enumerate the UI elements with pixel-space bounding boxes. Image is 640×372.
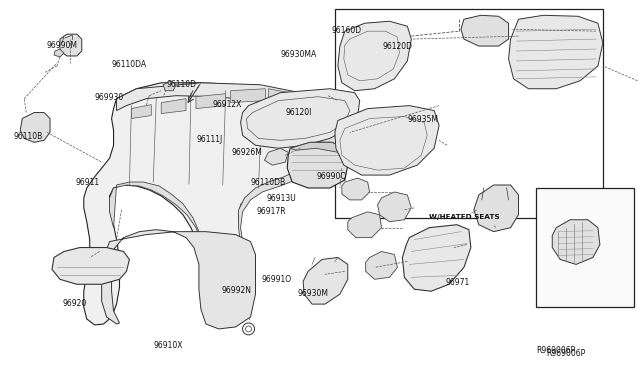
Bar (536, 188, 634, 307)
Text: R969006P: R969006P (536, 346, 575, 355)
Polygon shape (348, 212, 381, 238)
Polygon shape (287, 142, 348, 188)
Text: 96920: 96920 (63, 299, 87, 308)
Text: 96930M: 96930M (298, 289, 329, 298)
Polygon shape (163, 81, 176, 91)
Polygon shape (264, 148, 288, 165)
Polygon shape (102, 230, 255, 329)
Polygon shape (335, 106, 439, 175)
Text: 96110DB: 96110DB (250, 178, 285, 187)
Polygon shape (474, 185, 518, 232)
Polygon shape (509, 15, 603, 89)
Polygon shape (365, 251, 397, 279)
Polygon shape (241, 89, 360, 148)
Bar (335, 9, 603, 218)
Text: 96120I: 96120I (285, 108, 312, 118)
Polygon shape (60, 34, 82, 56)
Polygon shape (378, 192, 412, 222)
Text: 96110DA: 96110DA (111, 60, 147, 69)
Text: 96926M: 96926M (231, 148, 262, 157)
Polygon shape (552, 220, 600, 264)
Polygon shape (84, 83, 340, 327)
Circle shape (243, 323, 255, 335)
Text: 96930MA: 96930MA (280, 51, 317, 60)
Text: 96992N: 96992N (221, 286, 252, 295)
Polygon shape (116, 83, 330, 119)
Text: W/HEATED SEATS: W/HEATED SEATS (429, 214, 500, 220)
Polygon shape (338, 21, 412, 91)
Text: 96120D: 96120D (382, 42, 412, 51)
Text: 96990Q: 96990Q (317, 172, 347, 181)
Text: 96971: 96971 (445, 278, 469, 287)
Text: 96912X: 96912X (212, 100, 241, 109)
Text: 96935M: 96935M (408, 115, 438, 124)
Polygon shape (342, 178, 370, 200)
Polygon shape (196, 94, 226, 109)
Text: 96110B: 96110B (14, 132, 43, 141)
Text: 96910X: 96910X (154, 341, 183, 350)
Polygon shape (461, 15, 509, 46)
Text: 969930: 969930 (95, 93, 124, 102)
Polygon shape (52, 247, 129, 284)
Text: 96913U: 96913U (266, 195, 296, 203)
Text: 96160D: 96160D (332, 26, 362, 35)
Polygon shape (303, 257, 348, 304)
Text: 96911: 96911 (76, 178, 100, 187)
Polygon shape (109, 116, 338, 327)
Text: R969006P: R969006P (547, 349, 586, 358)
Text: 96990M: 96990M (47, 41, 78, 50)
Polygon shape (290, 142, 345, 152)
Polygon shape (268, 89, 300, 107)
Polygon shape (20, 113, 50, 142)
Polygon shape (131, 105, 151, 119)
Polygon shape (230, 89, 266, 103)
Text: 96111J: 96111J (196, 135, 222, 144)
Text: 96110D: 96110D (166, 80, 196, 89)
Text: 96991O: 96991O (262, 275, 292, 283)
Polygon shape (161, 99, 186, 113)
Polygon shape (403, 225, 471, 291)
Text: 96917R: 96917R (257, 207, 286, 217)
Polygon shape (54, 49, 64, 57)
